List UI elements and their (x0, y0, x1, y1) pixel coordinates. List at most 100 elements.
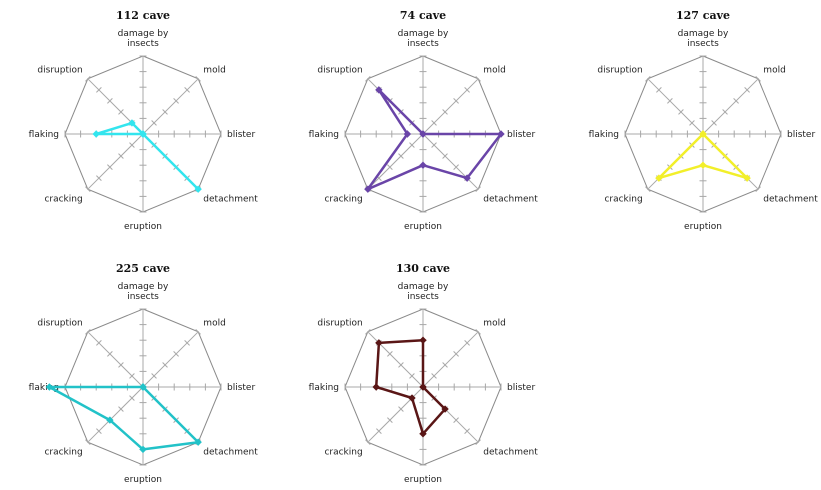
axis-label-eruption: eruption (404, 222, 442, 232)
axis-label-cracking: cracking (44, 447, 82, 457)
radar-tick (464, 428, 470, 434)
chart-title: 225 cave (116, 262, 170, 275)
data-point-disruption (139, 383, 147, 391)
data-point-detachment (194, 438, 202, 446)
radar-spoke (367, 133, 424, 190)
axis-label-detachment: detachment (763, 194, 818, 204)
radar-tick (755, 76, 761, 82)
radar-chart-130-cave: 130 cave damage by insects mold blister detac… (309, 262, 539, 485)
data-point-blister (419, 383, 427, 391)
radar-tick (173, 98, 179, 104)
radar-tick (678, 109, 684, 115)
radar-tick (475, 329, 481, 335)
axis-label-mold: mold (483, 66, 506, 76)
radar-spoke (647, 78, 704, 135)
axis-label-flaking: flaking (589, 130, 619, 140)
axis-label-disruption: disruption (317, 319, 362, 329)
radar-spoke (142, 78, 199, 135)
radar-tick (645, 76, 651, 82)
radar-tick (85, 329, 91, 335)
axis-label-detachment: detachment (483, 194, 538, 204)
radar-spoke (87, 133, 144, 190)
data-point-damage-by-insects (419, 336, 427, 344)
axis-label-detachment: detachment (203, 447, 258, 457)
radar-spoke (422, 78, 479, 135)
axis-label-blister: blister (507, 383, 535, 393)
radar-tick (442, 153, 448, 159)
radar-spoke (87, 386, 144, 443)
radar-tick (387, 164, 393, 170)
axis-label-damage-by-insects: damage by insects (398, 282, 449, 302)
radar-tick (667, 98, 673, 104)
radar-tick (96, 428, 102, 434)
axis-label-damage-by-insects: damage by insects (398, 29, 449, 49)
radar-chart-225-cave: 225 cave damage by insects mold blister detac… (29, 262, 259, 485)
axis-label-detachment: detachment (203, 194, 258, 204)
radar-tick (173, 351, 179, 357)
radar-chart-74-cave: 74 cave damage by insects mold blister detach… (309, 9, 539, 232)
data-point-eruption (699, 161, 707, 169)
radar-spoke (367, 331, 424, 388)
radar-tick (365, 439, 371, 445)
data-point-eruption (419, 161, 427, 169)
radar-tick (453, 351, 459, 357)
radar-spoke (142, 331, 199, 388)
radar-tick (656, 87, 662, 93)
radar-tick (365, 76, 371, 82)
axis-label-blister: blister (787, 130, 815, 140)
radar-tick (162, 109, 168, 115)
radar-tick (442, 362, 448, 368)
data-point-disruption (128, 119, 136, 127)
radar-tick (409, 373, 415, 379)
axis-label-flaking: flaking (309, 130, 339, 140)
radar-tick (744, 87, 750, 93)
axis-label-mold: mold (203, 66, 226, 76)
axis-label-blister: blister (227, 130, 255, 140)
radar-tick (118, 153, 124, 159)
radar-tick (184, 87, 190, 93)
data-point-blister (497, 130, 505, 138)
series-line (366, 88, 503, 191)
radar-tick (118, 362, 124, 368)
axis-label-mold: mold (483, 319, 506, 329)
axis-label-disruption: disruption (37, 319, 82, 329)
radar-tick (151, 373, 157, 379)
data-point-cracking (655, 174, 663, 182)
radar-tick (107, 98, 113, 104)
data-point-detachment (743, 174, 751, 182)
axis-label-blister: blister (507, 130, 535, 140)
radar-tick (409, 142, 415, 148)
radar-spoke (422, 331, 479, 388)
series-line (374, 338, 447, 436)
data-point-flaking (45, 383, 54, 391)
axis-label-flaking: flaking (309, 383, 339, 393)
radar-tick (475, 439, 481, 445)
radar-tick (711, 120, 717, 126)
radar-tick (162, 362, 168, 368)
radar-tick (129, 373, 135, 379)
axis-label-flaking: flaking (29, 130, 59, 140)
radar-tick (376, 428, 382, 434)
axis-label-disruption: disruption (597, 66, 642, 76)
radar-tick (129, 395, 135, 401)
radar-tick (96, 340, 102, 346)
radar-tick (85, 186, 91, 192)
data-point-mold (419, 130, 427, 138)
radar-spoke (702, 78, 759, 135)
radar-tick (118, 109, 124, 115)
radar-tick (689, 120, 695, 126)
radar-tick (387, 417, 393, 423)
axis-label-mold: mold (763, 66, 786, 76)
data-point-cracking (106, 416, 114, 424)
data-point-detachment (463, 174, 471, 182)
data-point-flaking (92, 130, 100, 138)
radar-tick (195, 329, 201, 335)
radar-tick (733, 98, 739, 104)
axis-label-damage-by-insects: damage by insects (118, 282, 169, 302)
radar-spoke (367, 386, 424, 443)
series-line (94, 121, 200, 191)
axis-label-disruption: disruption (37, 66, 82, 76)
radar-tick (85, 76, 91, 82)
data-point-detachment (194, 185, 202, 193)
